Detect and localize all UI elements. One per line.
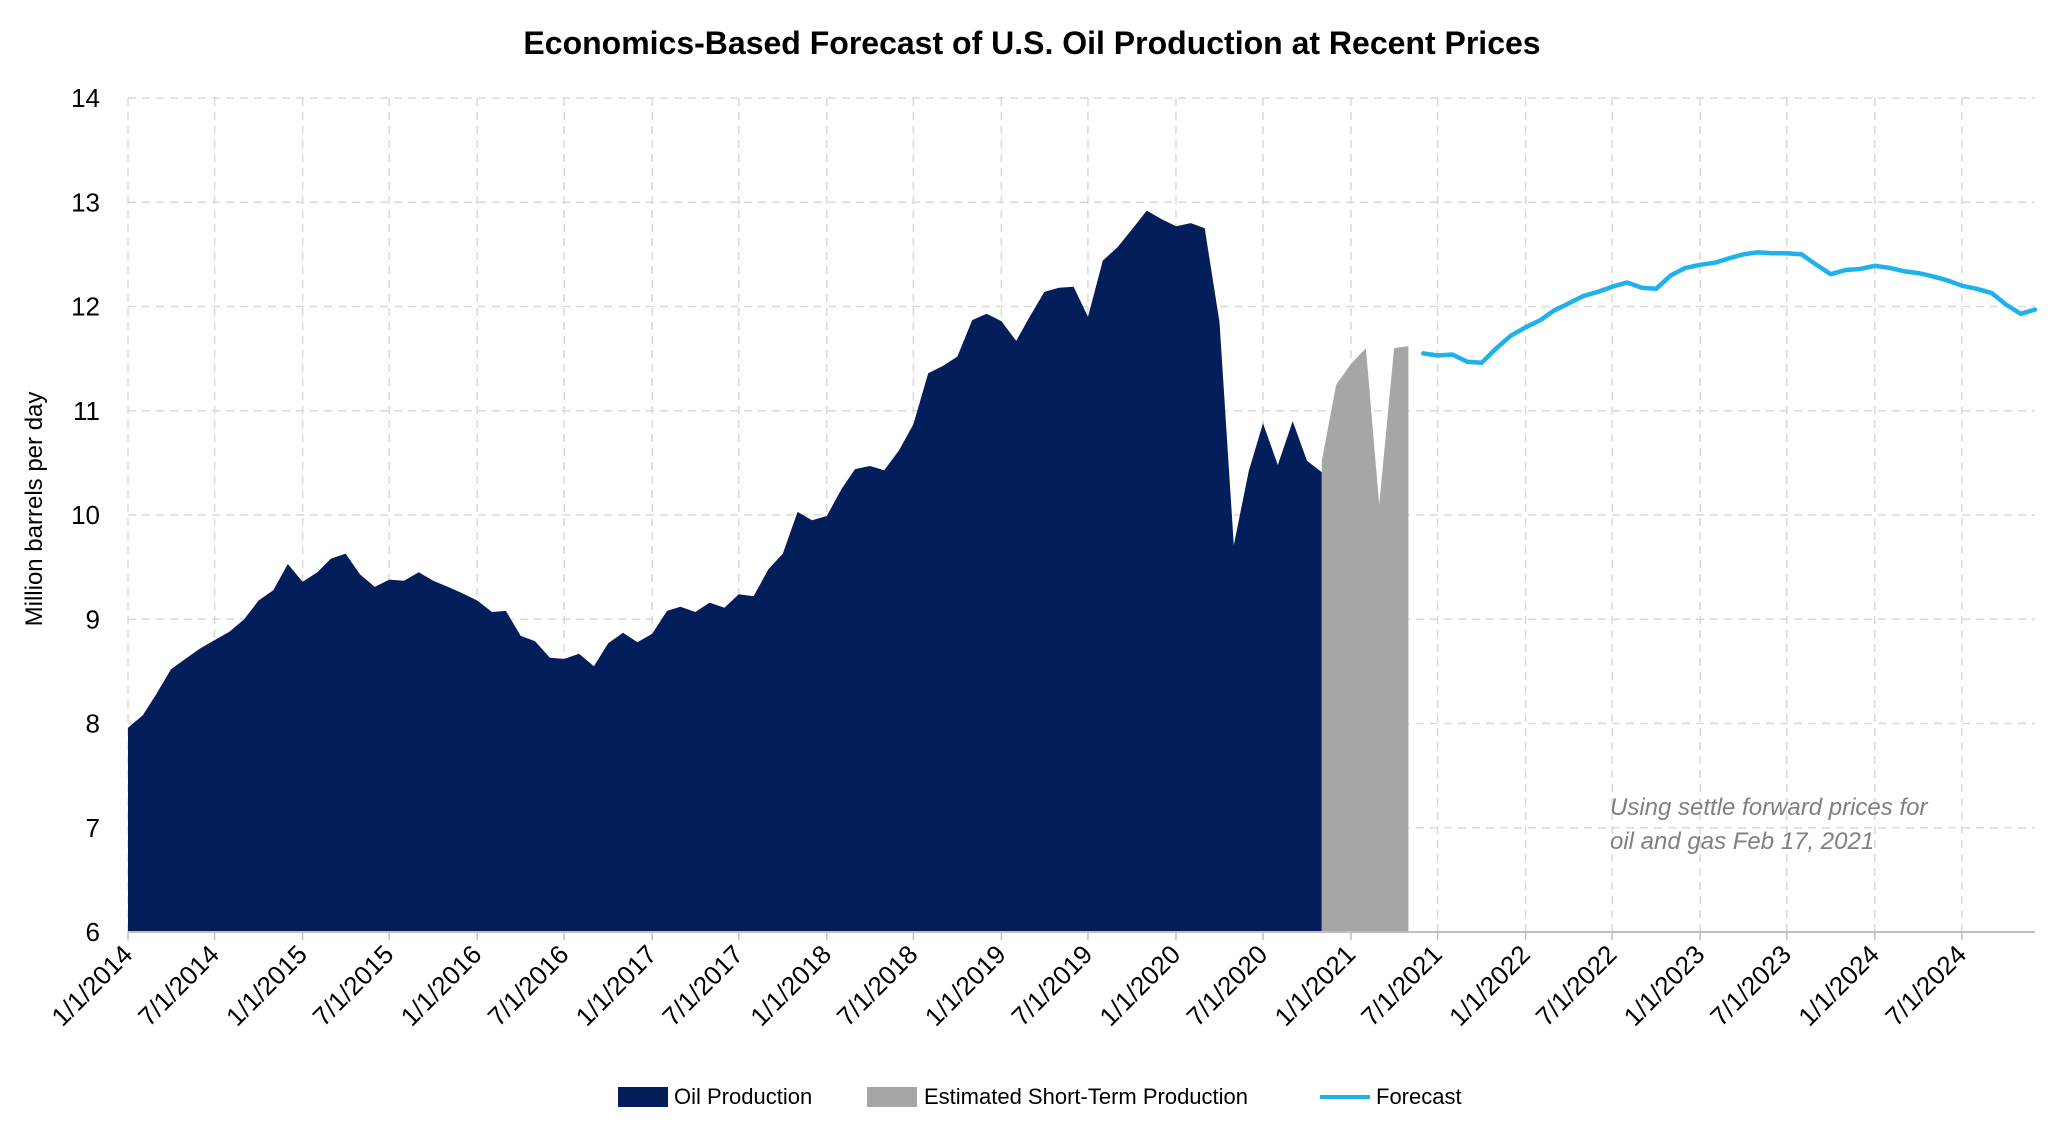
y-tick-labels: 6 7 8 9 10 11 12 13 14 bbox=[71, 83, 100, 947]
series-area-oil-production bbox=[128, 210, 1322, 933]
y-tick-label: 10 bbox=[71, 500, 100, 530]
x-tick-label: 7/1/2018 bbox=[831, 939, 924, 1032]
legend-item-estimated-short-term-production: Estimated Short-Term Production bbox=[867, 1084, 1248, 1109]
y-tick-label: 11 bbox=[73, 396, 100, 426]
y-tick-label: 12 bbox=[71, 292, 100, 322]
x-tick-label: 1/1/2021 bbox=[1268, 939, 1361, 1032]
x-tick-label: 7/1/2017 bbox=[656, 939, 749, 1032]
plot-area bbox=[128, 210, 2038, 933]
y-tick-label: 14 bbox=[71, 83, 100, 113]
x-tick-label: 1/1/2014 bbox=[45, 939, 138, 1032]
series-line-forecast bbox=[1420, 250, 2038, 366]
legend: Oil Production Estimated Short-Term Prod… bbox=[618, 1084, 1462, 1109]
legend-swatch-estimated-short-term-production bbox=[867, 1087, 917, 1107]
x-tick-label: 1/1/2024 bbox=[1792, 939, 1885, 1032]
y-tick-label: 13 bbox=[71, 187, 100, 217]
y-tick-label: 6 bbox=[86, 917, 100, 947]
y-tick-label: 9 bbox=[86, 604, 100, 634]
x-tick-label: 7/1/2019 bbox=[1005, 939, 1098, 1032]
x-tick-label: 7/1/2022 bbox=[1530, 939, 1623, 1032]
x-tick-labels: 1/1/20147/1/20141/1/20157/1/20151/1/2016… bbox=[45, 939, 1972, 1032]
legend-item-forecast: Forecast bbox=[1320, 1084, 1462, 1109]
x-tick-label: 1/1/2018 bbox=[744, 939, 837, 1032]
x-tick-label: 1/1/2017 bbox=[570, 939, 663, 1032]
legend-item-oil-production: Oil Production bbox=[618, 1084, 812, 1109]
x-tick-label: 1/1/2023 bbox=[1618, 939, 1711, 1032]
series-area-estimated-short-term-production bbox=[1321, 346, 1409, 933]
chart-title: Economics-Based Forecast of U.S. Oil Pro… bbox=[523, 25, 1540, 61]
y-tick-label: 8 bbox=[86, 709, 100, 739]
x-tick-label: 1/1/2020 bbox=[1093, 939, 1186, 1032]
x-tick-label: 1/1/2016 bbox=[395, 939, 488, 1032]
legend-label-estimated-short-term-production: Estimated Short-Term Production bbox=[924, 1084, 1248, 1109]
annotation: Using settle forward prices for oil and … bbox=[1610, 794, 1928, 855]
legend-swatch-oil-production bbox=[618, 1087, 668, 1107]
annotation-line-2: oil and gas Feb 17, 2021 bbox=[1610, 828, 1874, 855]
x-tick-label: 1/1/2019 bbox=[919, 939, 1012, 1032]
legend-label-oil-production: Oil Production bbox=[674, 1084, 812, 1109]
y-axis-label: Million barrels per day bbox=[21, 392, 48, 627]
x-tick-label: 7/1/2015 bbox=[307, 939, 400, 1032]
legend-label-forecast: Forecast bbox=[1376, 1084, 1462, 1109]
x-tick-label: 7/1/2023 bbox=[1704, 939, 1797, 1032]
x-tick-label: 1/1/2022 bbox=[1443, 939, 1536, 1032]
x-tick-label: 7/1/2024 bbox=[1879, 939, 1972, 1032]
y-tick-label: 7 bbox=[86, 813, 100, 843]
x-tick-label: 7/1/2014 bbox=[132, 939, 225, 1032]
x-tick-label: 7/1/2021 bbox=[1355, 939, 1448, 1032]
x-tick-label: 7/1/2020 bbox=[1180, 939, 1273, 1032]
x-tick-label: 1/1/2015 bbox=[220, 939, 313, 1032]
x-tick-label: 7/1/2016 bbox=[482, 939, 575, 1032]
annotation-line-1: Using settle forward prices for bbox=[1610, 794, 1928, 821]
